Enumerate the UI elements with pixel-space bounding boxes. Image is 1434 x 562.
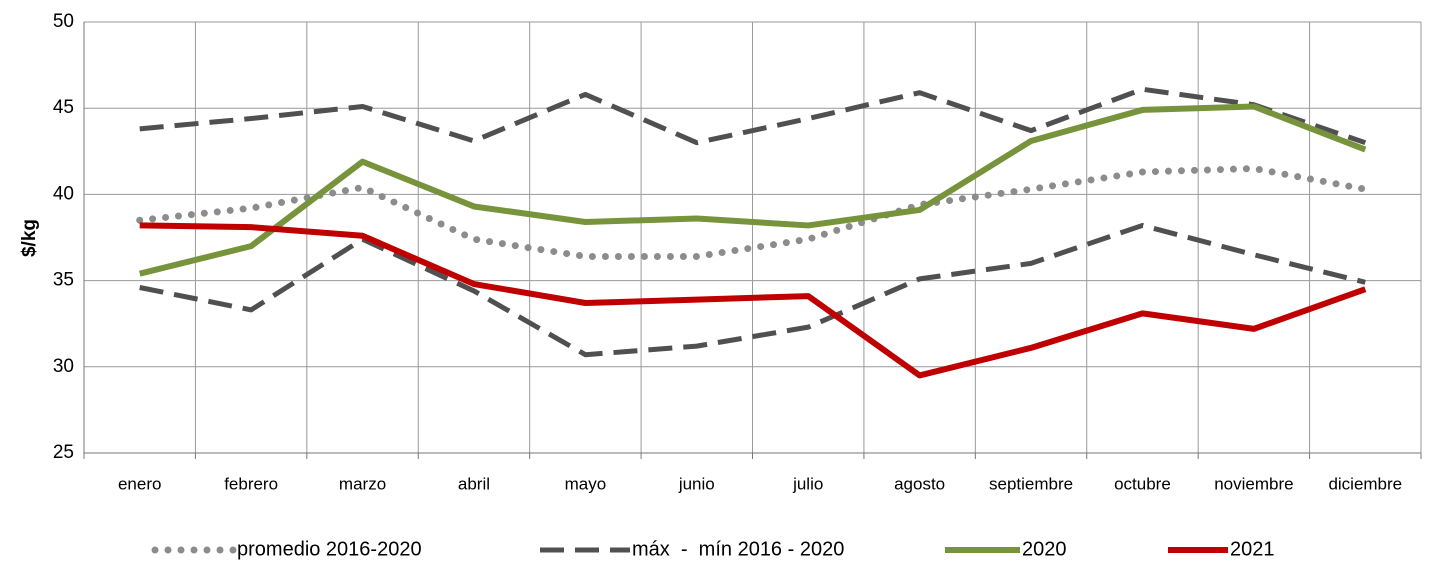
y-axis-label: $/kg bbox=[19, 219, 40, 257]
x-tick-label: febrero bbox=[224, 474, 278, 493]
y-tick-label: 25 bbox=[53, 442, 74, 463]
x-tick-label: junio bbox=[678, 474, 715, 493]
series-line bbox=[139, 86, 1367, 146]
x-tick-label: agosto bbox=[894, 474, 945, 493]
y-tick-label: 30 bbox=[53, 356, 74, 377]
x-tick-label: septiembre bbox=[989, 474, 1073, 493]
x-tick-label: marzo bbox=[339, 474, 386, 493]
series-line bbox=[136, 165, 1369, 260]
y-tick-label: 50 bbox=[53, 11, 74, 32]
x-tick-label: enero bbox=[118, 474, 161, 493]
series-line bbox=[139, 222, 1366, 358]
x-tick-label: abril bbox=[458, 474, 490, 493]
legend-label: máx - mín 2016 - 2020 bbox=[632, 538, 844, 560]
legend-label: 2020 bbox=[1022, 538, 1067, 560]
y-tick-label: 35 bbox=[53, 270, 74, 291]
y-tick-label: 40 bbox=[53, 183, 74, 204]
series-line bbox=[138, 103, 1367, 277]
legend-label: 2021 bbox=[1230, 538, 1275, 560]
x-tick-label: octubre bbox=[1114, 474, 1171, 493]
series-line bbox=[139, 222, 1367, 379]
legend-label: promedio 2016-2020 bbox=[237, 538, 422, 560]
x-tick-label: diciembre bbox=[1328, 474, 1402, 493]
x-tick-label: noviembre bbox=[1214, 474, 1293, 493]
y-tick-label: 45 bbox=[53, 97, 74, 118]
x-tick-label: julio bbox=[792, 474, 823, 493]
x-tick-label: mayo bbox=[565, 474, 607, 493]
